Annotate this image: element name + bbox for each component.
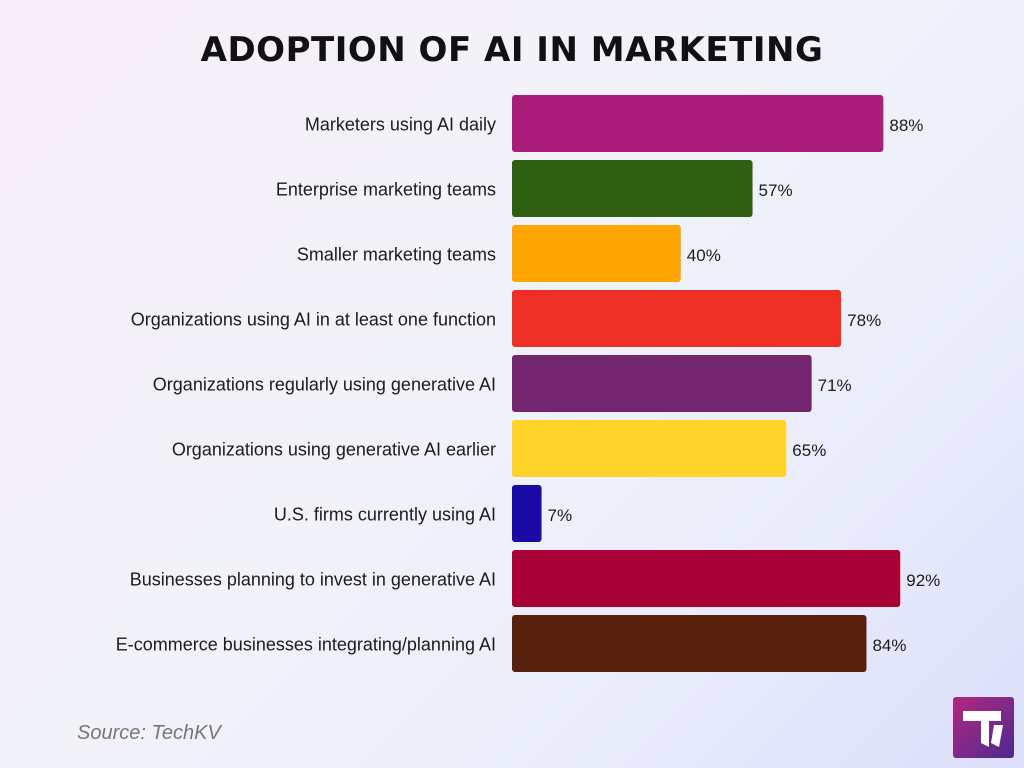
category-label: Marketers using AI daily xyxy=(305,115,496,135)
bar xyxy=(512,290,842,347)
value-label: 57% xyxy=(759,181,793,200)
category-label: Enterprise marketing teams xyxy=(276,180,496,200)
category-label: U.S. firms currently using AI xyxy=(274,505,496,525)
bar xyxy=(512,95,884,152)
bar xyxy=(512,485,542,542)
value-label: 7% xyxy=(548,506,573,525)
category-label: Organizations regularly using generative… xyxy=(153,375,496,395)
category-label: Organizations using generative AI earlie… xyxy=(172,440,496,460)
bar xyxy=(512,615,867,672)
value-label: 40% xyxy=(687,246,721,265)
value-label: 65% xyxy=(792,441,826,460)
bar xyxy=(512,225,681,282)
category-label: Businesses planning to invest in generat… xyxy=(130,570,496,590)
bar xyxy=(512,355,812,412)
category-label: Organizations using AI in at least one f… xyxy=(131,310,496,330)
bar xyxy=(512,420,787,477)
brand-logo xyxy=(953,697,1014,758)
techkv-logo-icon xyxy=(963,711,1003,747)
value-label: 92% xyxy=(906,571,940,590)
value-label: 78% xyxy=(847,311,881,330)
category-label: E-commerce businesses integrating/planni… xyxy=(116,635,496,655)
page-title: ADOPTION OF AI IN MARKETING xyxy=(200,30,824,70)
value-label: 71% xyxy=(818,376,852,395)
value-label: 88% xyxy=(889,116,923,135)
source-note: Source: TechKV xyxy=(77,722,221,744)
bar xyxy=(512,160,753,217)
bar xyxy=(512,550,901,607)
category-label: Smaller marketing teams xyxy=(297,245,496,265)
value-label: 84% xyxy=(872,636,906,655)
